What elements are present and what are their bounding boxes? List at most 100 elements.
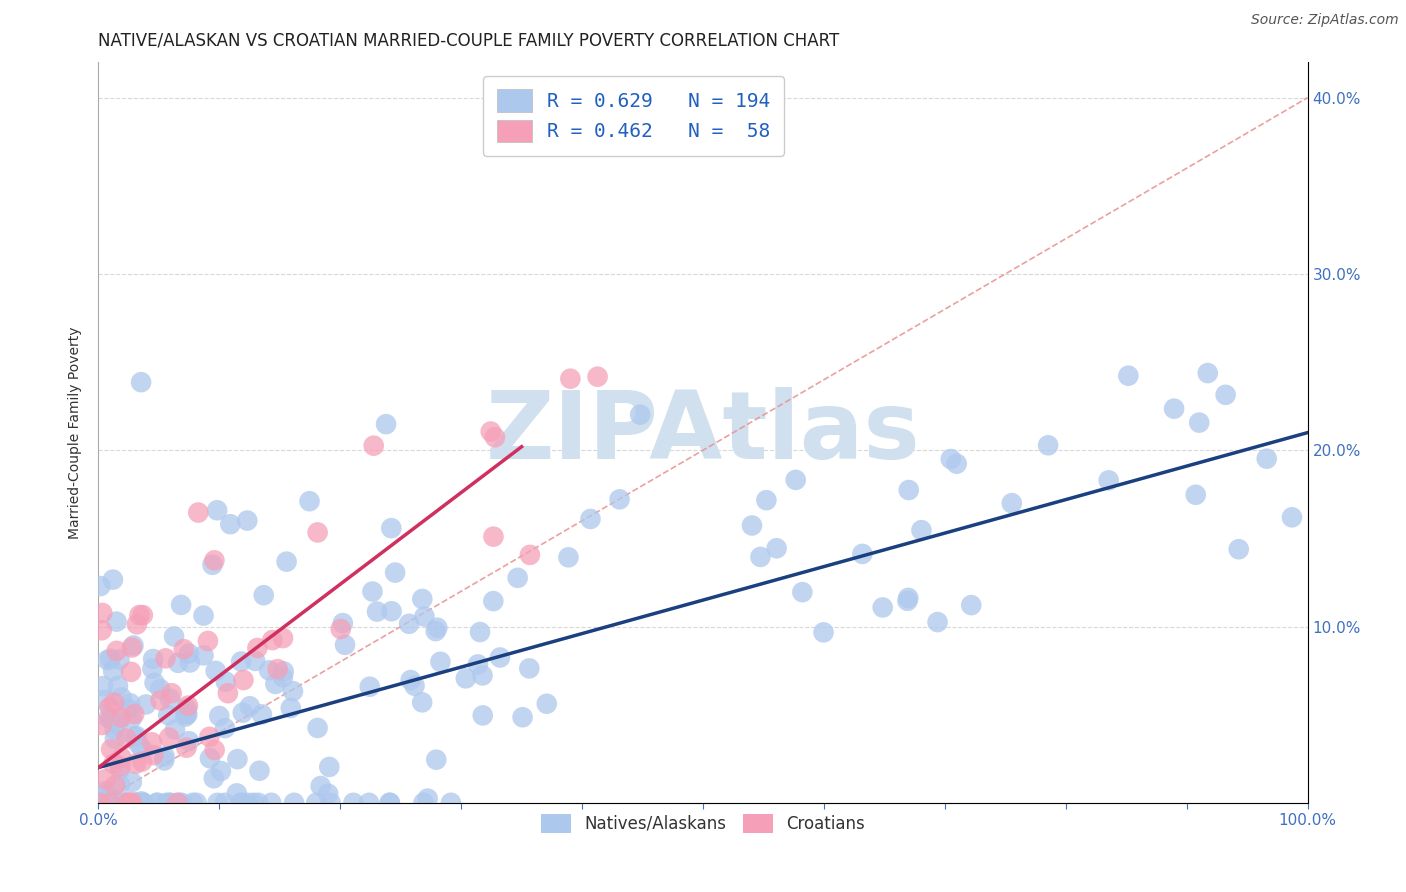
Point — [141, 662, 163, 676]
Point — [239, 699, 262, 714]
Point — [98, 789, 121, 804]
Point — [104, 731, 127, 746]
Point — [283, 796, 305, 810]
Point — [132, 608, 155, 623]
Point — [127, 796, 149, 810]
Point — [197, 634, 219, 648]
Point — [851, 547, 873, 561]
Point — [332, 616, 354, 631]
Point — [181, 796, 204, 810]
Point — [121, 640, 143, 655]
Point — [329, 622, 352, 636]
Point — [159, 796, 181, 810]
Point — [146, 796, 169, 810]
Point — [945, 457, 967, 471]
Point — [429, 655, 451, 669]
Point — [201, 558, 224, 572]
Point — [166, 796, 188, 810]
Point — [103, 696, 125, 710]
Point — [1227, 542, 1250, 557]
Point — [129, 375, 152, 389]
Point — [105, 615, 128, 629]
Point — [174, 709, 197, 723]
Point — [298, 494, 321, 508]
Point — [1184, 488, 1206, 502]
Point — [412, 796, 434, 810]
Point — [1281, 510, 1303, 524]
Point — [187, 506, 209, 520]
Point — [260, 796, 283, 810]
Point — [271, 631, 294, 645]
Point — [120, 697, 142, 711]
Point — [208, 709, 231, 723]
Point — [380, 604, 402, 618]
Point — [281, 684, 304, 698]
Point — [785, 473, 807, 487]
Point — [120, 665, 142, 679]
Point — [305, 796, 328, 810]
Point — [94, 784, 117, 798]
Point — [101, 664, 124, 678]
Point — [214, 796, 236, 810]
Point — [250, 707, 273, 722]
Point — [146, 796, 169, 810]
Point — [97, 711, 120, 725]
Point — [105, 644, 128, 658]
Point — [198, 751, 221, 765]
Y-axis label: Married-Couple Family Poverty: Married-Couple Family Poverty — [69, 326, 83, 539]
Point — [1256, 451, 1278, 466]
Point — [98, 796, 121, 810]
Point — [117, 796, 139, 810]
Point — [107, 679, 129, 693]
Point — [118, 796, 141, 810]
Point — [1163, 401, 1185, 416]
Point — [131, 794, 153, 808]
Point — [98, 651, 121, 665]
Point — [609, 492, 631, 507]
Point — [482, 530, 505, 544]
Point — [416, 791, 439, 805]
Point — [98, 796, 121, 810]
Point — [153, 749, 176, 764]
Point — [142, 748, 165, 763]
Point — [157, 708, 180, 723]
Point — [159, 691, 181, 706]
Point — [193, 648, 215, 663]
Point — [484, 430, 506, 444]
Point — [357, 796, 380, 810]
Point — [217, 686, 239, 700]
Point — [482, 594, 505, 608]
Point — [91, 718, 114, 732]
Point — [411, 591, 433, 606]
Legend: Natives/Alaskans, Croatians: Natives/Alaskans, Croatians — [527, 800, 879, 847]
Point — [342, 796, 364, 810]
Point — [91, 606, 114, 620]
Point — [319, 796, 342, 810]
Point — [125, 756, 148, 771]
Point — [121, 711, 143, 725]
Point — [163, 630, 186, 644]
Point — [167, 656, 190, 670]
Point — [280, 701, 302, 715]
Point — [231, 796, 253, 810]
Point — [110, 751, 132, 765]
Text: Source: ZipAtlas.com: Source: ZipAtlas.com — [1251, 13, 1399, 28]
Point — [361, 584, 384, 599]
Point — [215, 674, 238, 689]
Point — [236, 796, 259, 810]
Point — [110, 690, 132, 705]
Point — [896, 594, 918, 608]
Point — [214, 721, 236, 735]
Point — [243, 654, 266, 668]
Point — [107, 796, 129, 810]
Point — [1118, 368, 1140, 383]
Point — [177, 734, 200, 748]
Point — [100, 796, 122, 810]
Point — [179, 656, 201, 670]
Point — [186, 796, 208, 810]
Point — [226, 752, 249, 766]
Point — [122, 796, 145, 810]
Point — [94, 796, 117, 810]
Point — [273, 665, 295, 679]
Point — [176, 740, 198, 755]
